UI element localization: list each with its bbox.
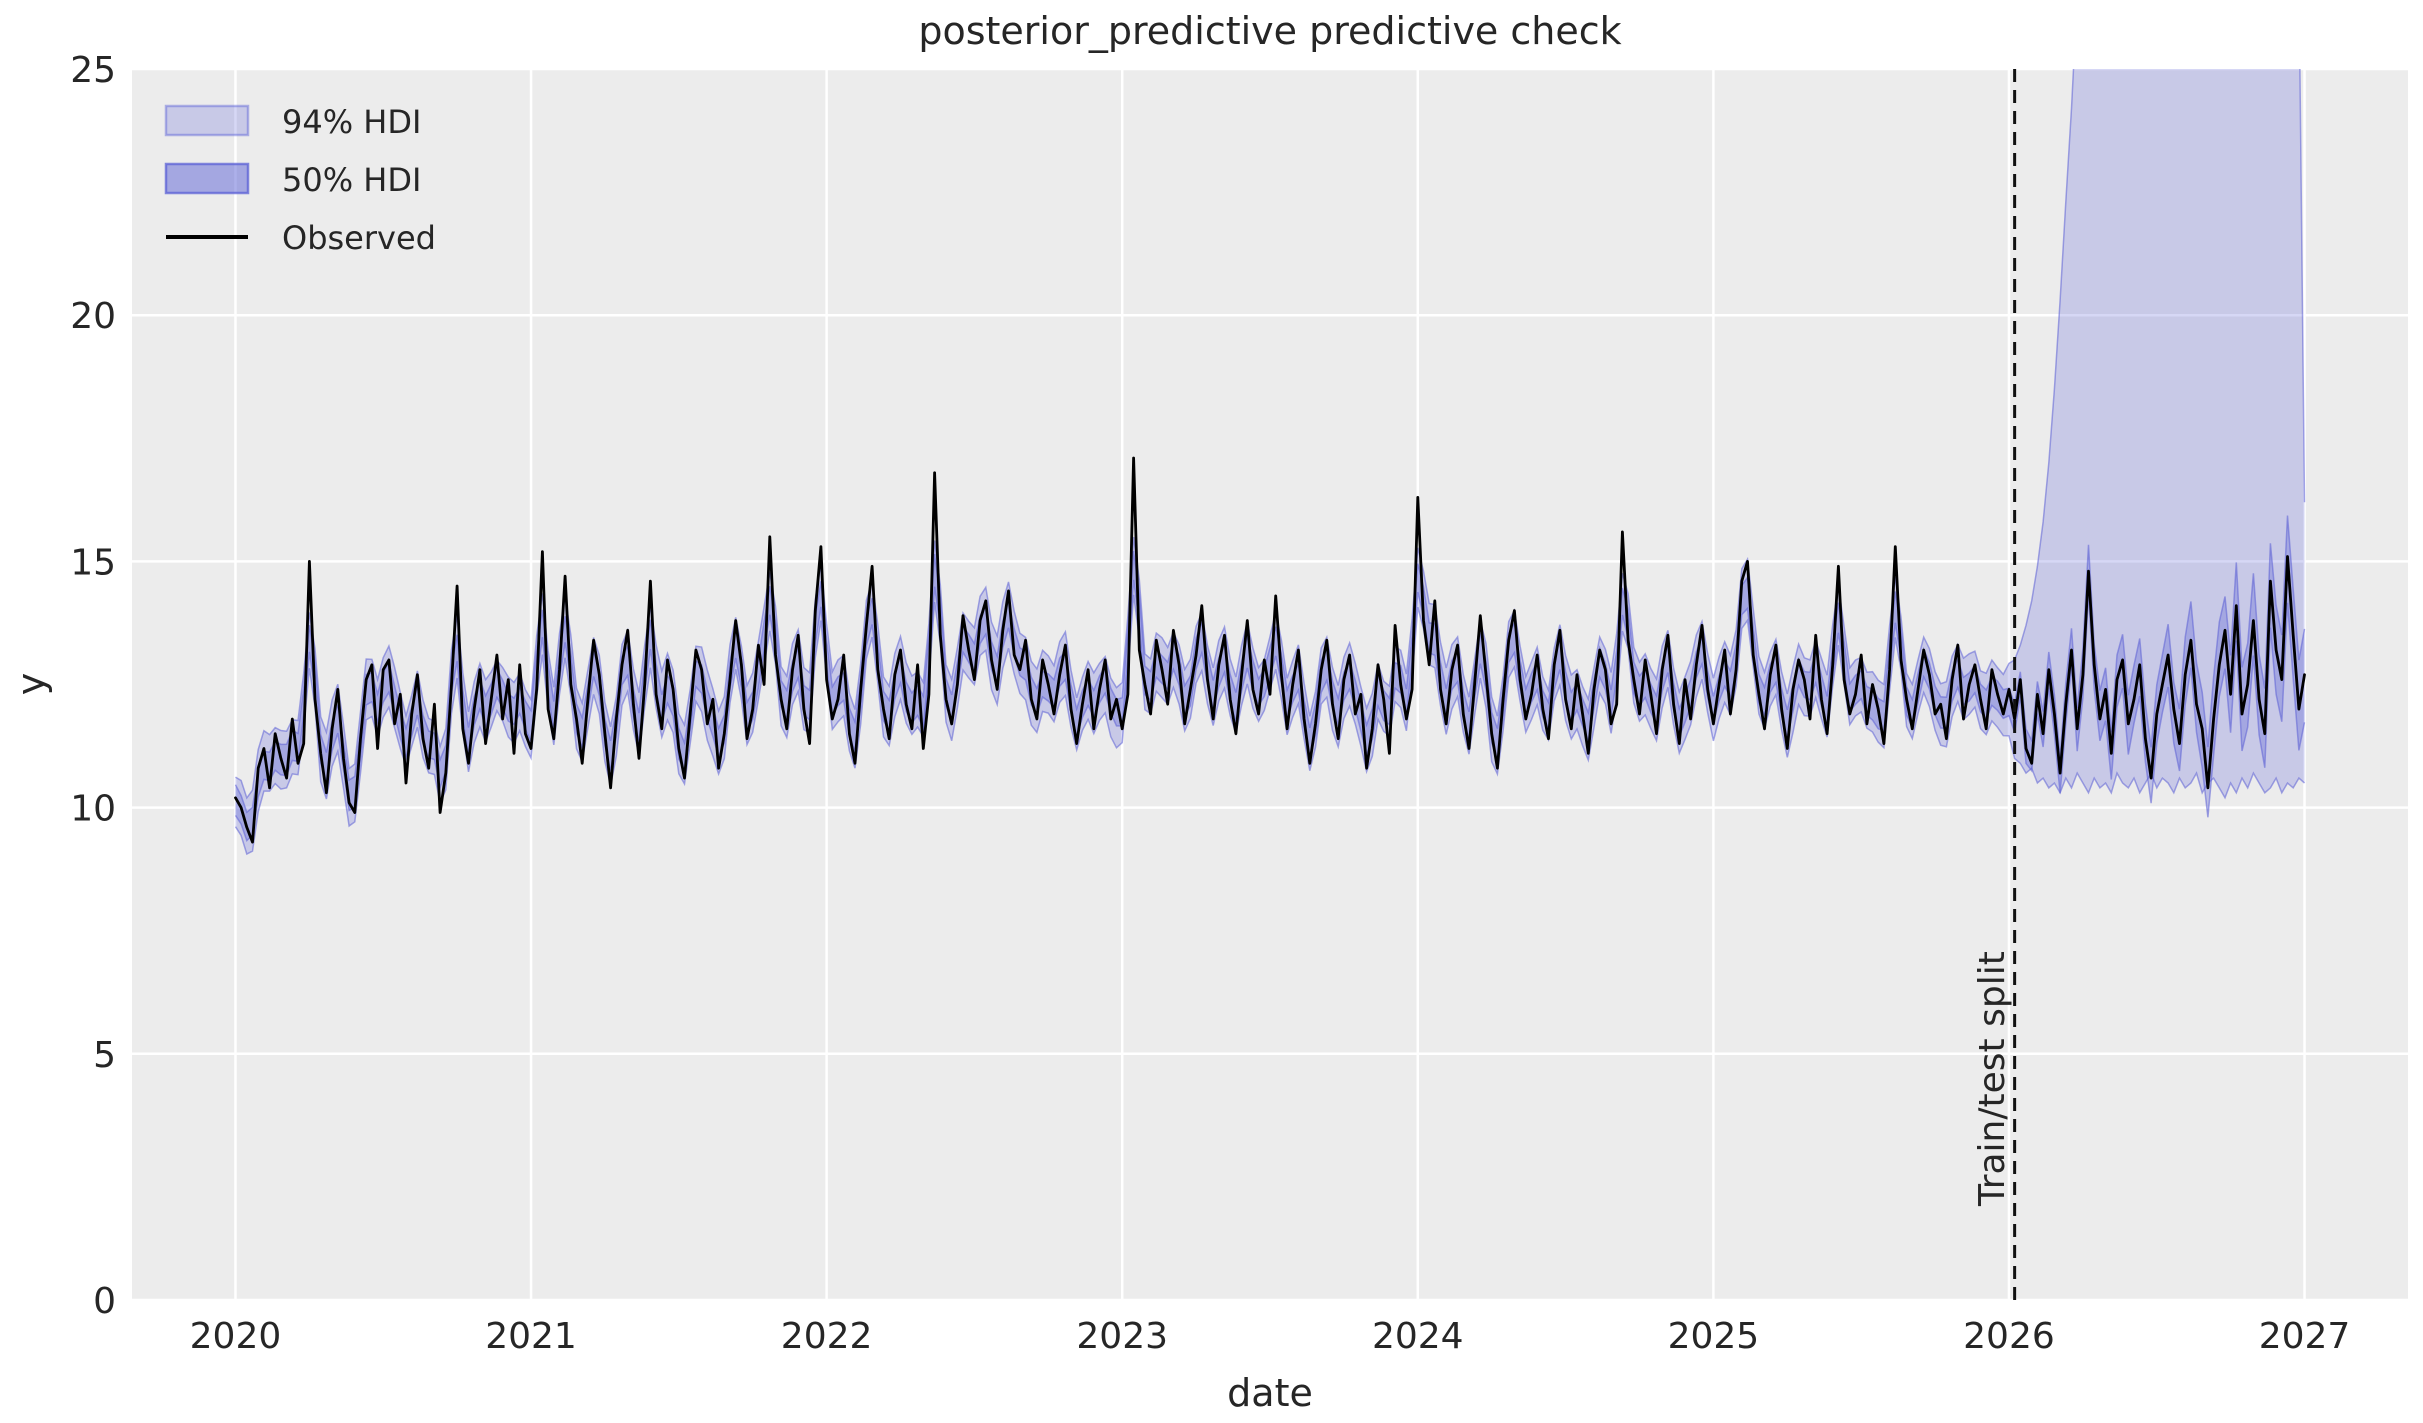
y-tick-label: 25 [70,50,116,91]
legend: 94% HDI 50% HDI Observed [164,103,436,257]
x-tick-label: 2023 [1076,1316,1168,1357]
x-tick-label: 2024 [1372,1316,1464,1357]
y-tick-label: 20 [70,296,116,337]
x-tick-label: 2025 [1668,1316,1760,1357]
chart-title: posterior_predictive predictive check [918,9,1621,53]
x-tick-label: 2021 [485,1316,577,1357]
split-label: Train/test split [1972,951,2013,1207]
legend-swatch-94-hdi [164,104,250,137]
y-tick-label: 10 [70,789,116,830]
hdi-94-upper-edge [235,69,2306,800]
y-tick-label: 0 [93,1281,116,1322]
x-tick-label: 2022 [781,1316,873,1357]
hdi-94-band [235,69,2305,854]
y-axis-label: y [9,673,53,696]
legend-label-94-hdi: 94% HDI [282,103,421,141]
x-axis-label: date [1227,1371,1313,1415]
observed-line-layer [234,456,2306,844]
x-tick-label: 2026 [1963,1316,2055,1357]
legend-swatch-50-hdi [164,162,250,195]
legend-label-50-hdi: 50% HDI [282,161,421,199]
x-tick-label: 2020 [190,1316,282,1357]
y-tick-label: 15 [70,542,116,583]
observed-line [234,456,2306,844]
tick-label-layer: 2020 2021 2022 2023 2024 2025 2026 202705101520… [70,50,2350,1357]
y-tick-label: 5 [93,1035,116,1076]
x-tick-label: 2027 [2259,1316,2351,1357]
legend-label-observed: Observed [282,219,436,257]
